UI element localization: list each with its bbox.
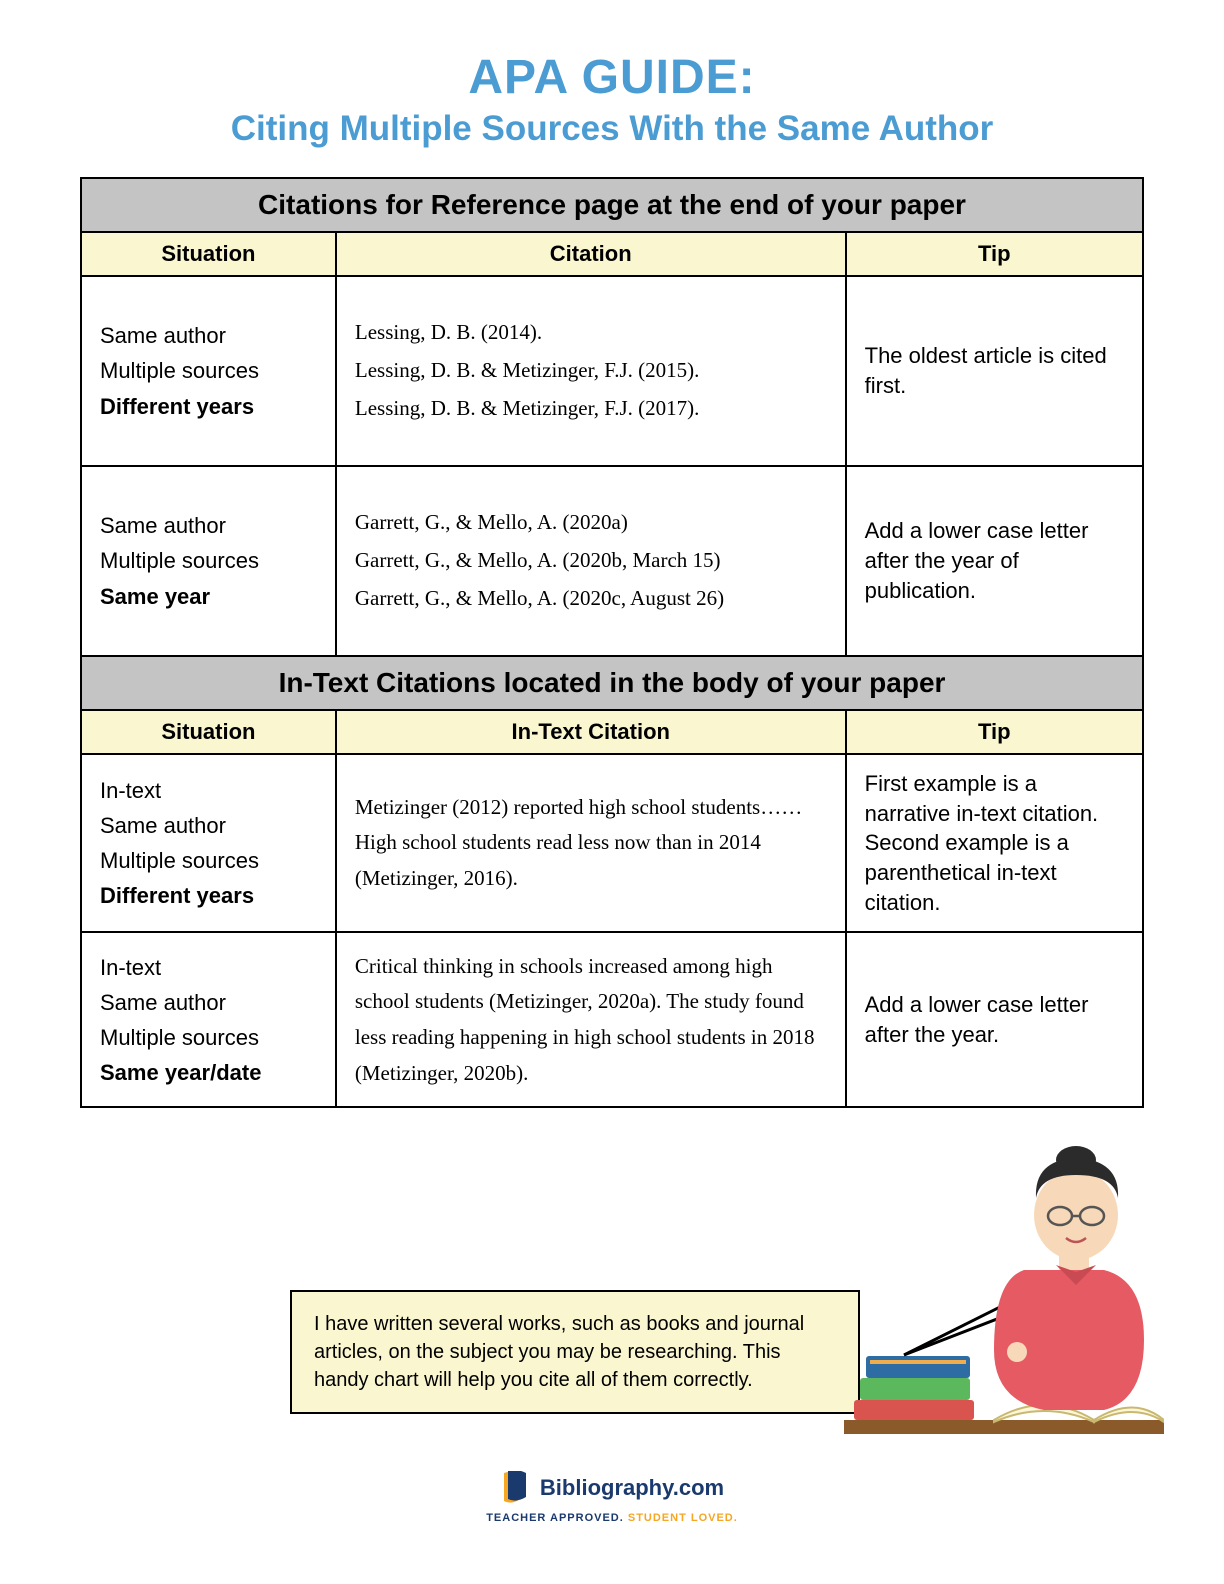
s2-row1-situation: In-text Same author Multiple sources Dif… [81,754,336,932]
footer-logo: Bibliography.com TEACHER APPROVED. STUDE… [0,1471,1224,1524]
s2-row2-situation: In-text Same author Multiple sources Sam… [81,932,336,1107]
section2-heading: In-Text Citations located in the body of… [81,656,1143,710]
page-title-main: APA GUIDE: [80,50,1144,105]
section1-heading: Citations for Reference page at the end … [81,178,1143,232]
s2-row2-citation: Critical thinking in schools increased a… [336,932,846,1107]
s2-row1-citation: Metizinger (2012) reported high school s… [336,754,846,932]
s1-row1-situation: Same author Multiple sources Different y… [81,276,336,466]
s2-row1-tip: First example is a narrative in-text cit… [846,754,1143,932]
citation-guide-table: Citations for Reference page at the end … [80,177,1144,1108]
logo-icon [500,1471,530,1505]
footer-tagline: TEACHER APPROVED. STUDENT LOVED. [0,1512,1224,1524]
col-head-situation: Situation [81,232,336,276]
s1-row2-situation: Same author Multiple sources Same year [81,466,336,656]
page-title-sub: Citing Multiple Sources With the Same Au… [80,109,1144,149]
s1-row1-citation: Lessing, D. B. (2014). Lessing, D. B. & … [336,276,846,466]
s1-row1-tip: The oldest article is cited first. [846,276,1143,466]
s2-row2-tip: Add a lower case letter after the year. [846,932,1143,1107]
s1-row2-tip: Add a lower case letter after the year o… [846,466,1143,656]
col-head-citation: Citation [336,232,846,276]
title-block: APA GUIDE: Citing Multiple Sources With … [80,50,1144,149]
footer-brand-text: Bibliography.com [540,1475,724,1501]
col-head-tip2: Tip [846,710,1143,754]
col-head-tip: Tip [846,232,1143,276]
s1-row2-citation: Garrett, G., & Mello, A. (2020a) Garrett… [336,466,846,656]
col-head-situation2: Situation [81,710,336,754]
col-head-citation2: In-Text Citation [336,710,846,754]
teacher-illustration [844,1120,1164,1460]
speech-bubble: I have written several works, such as bo… [290,1290,860,1414]
